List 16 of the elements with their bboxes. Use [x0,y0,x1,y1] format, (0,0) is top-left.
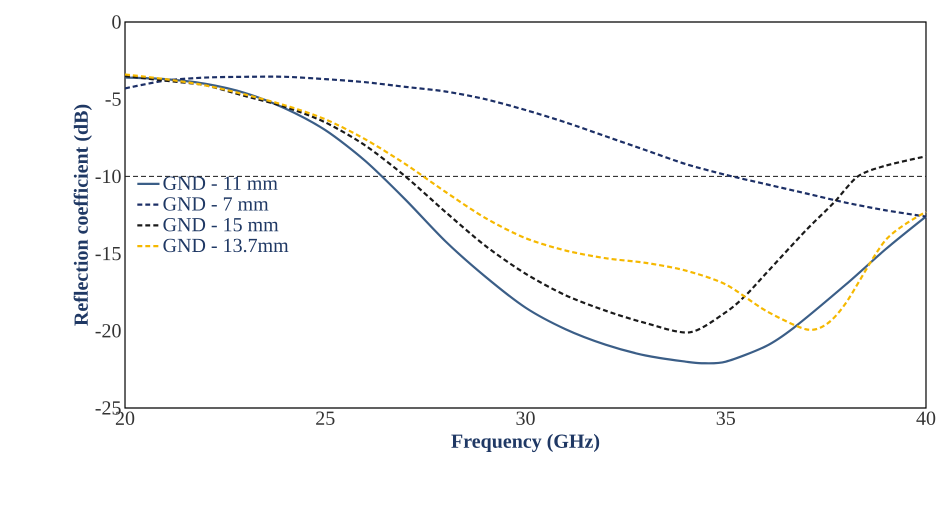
y-axis-title: Reflection coefficient (dB) [74,104,92,326]
y-tick-label: -5 [106,92,121,106]
x-tick-label: 40 [916,412,936,426]
x-tick-label: 25 [316,412,334,425]
legend-label: GND - 7 mm [163,197,268,211]
x-tick-label: 30 [516,412,535,426]
y-tick-label: -20 [96,324,121,338]
line-series [124,76,928,218]
y-tick-label: -10 [96,170,121,184]
legend-label: GND - 11 mm [163,176,278,190]
y-tick-label: 0 [112,15,121,29]
y-tick-label: -15 [96,246,121,260]
legend-label: GND - 15 mm [163,218,278,232]
x-tick-label: 35 [716,412,735,425]
legend-label: GND - 13.7mm [163,238,288,252]
x-axis-title: Frequency (GHz) [451,434,600,452]
